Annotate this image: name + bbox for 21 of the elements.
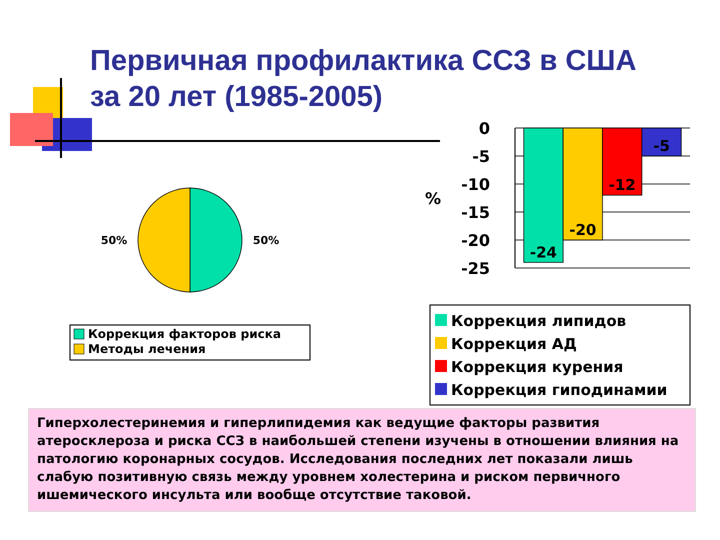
data-label: 50% xyxy=(252,234,280,247)
legend-label: Коррекция факторов риска xyxy=(88,327,282,341)
legend-label: Коррекция липидов xyxy=(451,312,626,330)
y-axis-title: % xyxy=(424,189,442,208)
chart-title: Первичная профилактика ССЗ в США за 20 лет (1985-2005) xyxy=(90,45,636,113)
legend-label: Методы лечения xyxy=(88,342,206,356)
data-label: -20 xyxy=(569,221,596,239)
legend-label: Коррекция курения xyxy=(451,358,624,376)
data-label: -24 xyxy=(530,243,557,262)
y-tick-label: -20 xyxy=(461,231,490,250)
data-label: -12 xyxy=(608,176,636,194)
text: Гиперхолестеринемия и гиперлипидемия как ведущие факторы развития атеросклероза и риска ССЗ в наибольшей степени изучены в отношении влияния на патологию коронарных сосудов. Исследования последних лет показали лишь слабую позитивную связь между уровнем холестерина и риском первичного ишемического инсульта или вообще отсутствие таковой. xyxy=(28,408,696,512)
y-tick-label: 0 xyxy=(478,119,490,138)
y-tick-label: -5 xyxy=(472,147,490,166)
y-tick-label: -15 xyxy=(461,203,490,222)
y-tick-label: -10 xyxy=(461,175,490,194)
y-tick-label: -25 xyxy=(461,259,490,278)
data-label: 50% xyxy=(100,234,128,247)
legend-label: Коррекция гиподинамии xyxy=(451,381,668,399)
legend-label: Коррекция АД xyxy=(451,335,577,353)
data-label: -5 xyxy=(653,137,670,155)
